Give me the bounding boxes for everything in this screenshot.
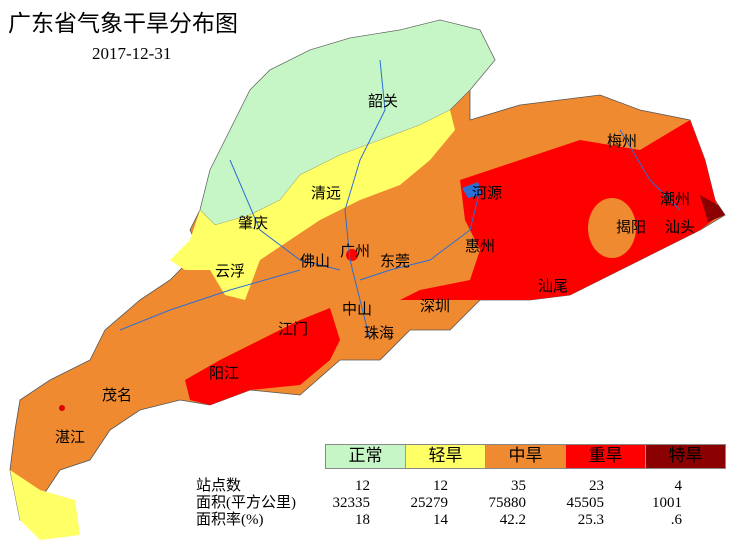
- legend-severe: 重旱: [566, 445, 646, 468]
- region-extreme: [700, 195, 725, 222]
- legend-extreme: 特旱: [646, 445, 725, 468]
- cell: 18: [355, 512, 370, 528]
- cell: 12: [355, 478, 370, 494]
- city-label: 肇庆: [238, 214, 269, 232]
- stats-row-area: 面积(平方公里) 32335 25279 75880 45505 1001: [196, 495, 682, 512]
- cell: 35: [511, 478, 526, 494]
- cell: 1001: [652, 495, 682, 511]
- map-title: 广东省气象干旱分布图: [8, 11, 238, 37]
- region-moderate-jieyang: [588, 198, 636, 258]
- region-light: [170, 110, 455, 300]
- row-label: 面积(平方公里): [196, 495, 296, 511]
- city-label: 湛江: [55, 428, 86, 446]
- region-severe-east: [400, 120, 720, 300]
- region-severe-west: [185, 308, 340, 405]
- cell: 25279: [410, 495, 449, 511]
- city-label: 梅州: [607, 132, 638, 150]
- city-label: 揭阳: [616, 218, 647, 236]
- cell: 12: [433, 478, 448, 494]
- city-label: 江门: [278, 320, 309, 338]
- cell: 32335: [332, 495, 371, 511]
- legend-moderate: 中旱: [486, 445, 566, 468]
- cell: 14: [433, 512, 448, 528]
- legend-light: 轻旱: [406, 445, 486, 468]
- cell: 75880: [488, 495, 527, 511]
- stats-table: 站点数 12 12 35 23 4 面积(平方公里) 32335 25279 7…: [196, 478, 682, 529]
- stats-row-rate: 面积率(%) 18 14 42.2 25.3 .6: [196, 512, 682, 529]
- city-label: 东莞: [380, 252, 411, 270]
- row-label: 面积率(%): [196, 512, 264, 528]
- city-label: 清远: [311, 184, 342, 202]
- city-label: 珠海: [364, 324, 395, 342]
- cell: .6: [670, 512, 682, 528]
- cell: 25.3: [577, 512, 604, 528]
- cell: 23: [589, 478, 604, 494]
- city-label: 汕尾: [538, 277, 569, 295]
- city-label: 潮州: [660, 190, 691, 208]
- legend-normal: 正常: [326, 445, 406, 468]
- region-light-south: [10, 470, 80, 540]
- stats-row-stations: 站点数 12 12 35 23 4: [196, 478, 682, 495]
- city-label: 广州: [340, 242, 371, 260]
- legend: 正常 轻旱 中旱 重旱 特旱: [325, 444, 726, 469]
- city-label: 深圳: [420, 297, 451, 315]
- city-label: 云浮: [215, 262, 246, 280]
- city-label: 韶关: [368, 92, 399, 110]
- reservoir: [462, 182, 482, 198]
- city-label: 惠州: [465, 237, 496, 255]
- city-label: 中山: [342, 300, 373, 318]
- city-label: 佛山: [300, 252, 331, 270]
- cell: 45505: [566, 495, 605, 511]
- city-label: 茂名: [102, 386, 133, 404]
- rivers: [119, 59, 681, 341]
- map-date: 2017-12-31: [92, 44, 172, 63]
- cell: 4: [674, 478, 683, 494]
- city-label: 汕头: [665, 218, 696, 236]
- row-label: 站点数: [196, 478, 242, 494]
- city-label: 阳江: [209, 364, 240, 382]
- station-dot: [59, 405, 65, 411]
- cell: 42.2: [499, 512, 526, 528]
- city-label: 河源: [472, 184, 503, 202]
